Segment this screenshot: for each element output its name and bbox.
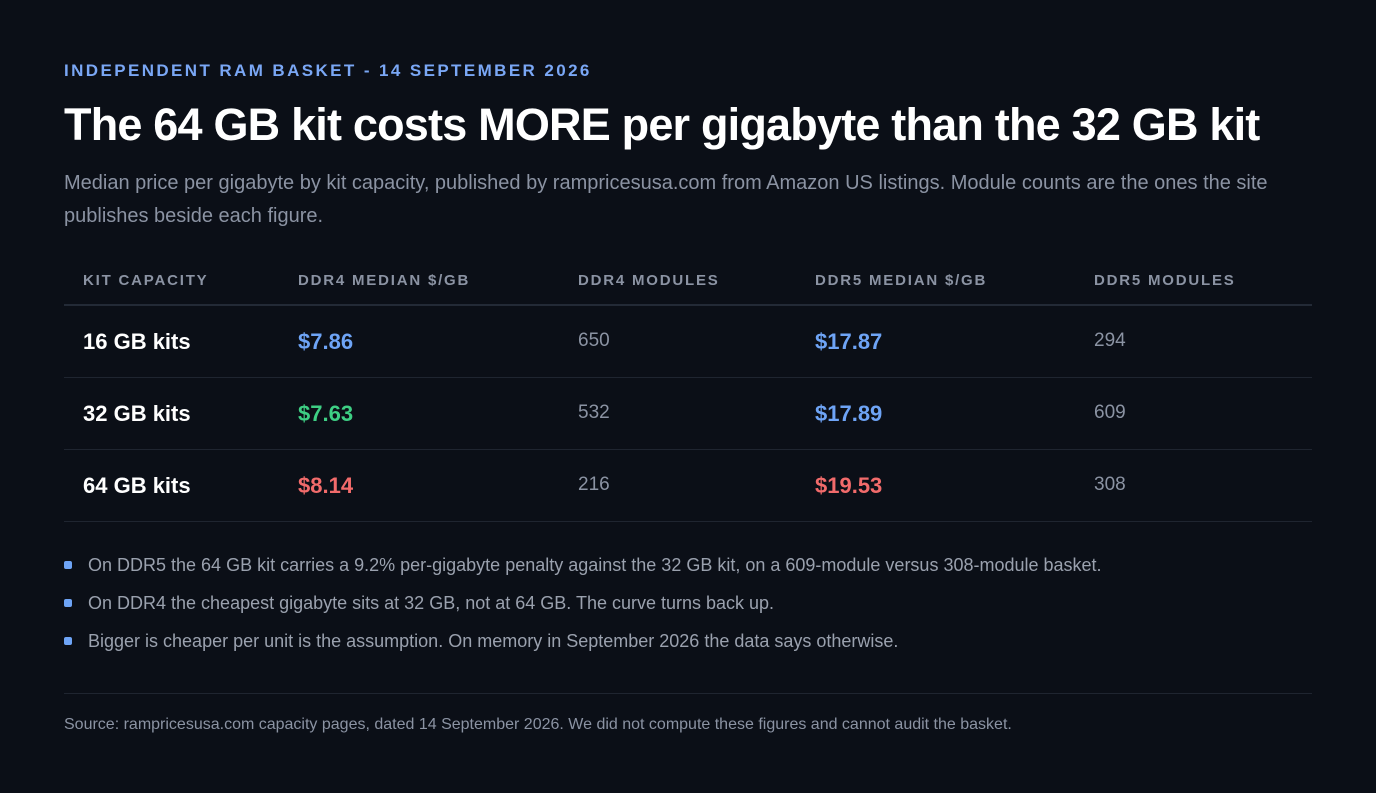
- ddr5-price-cell: $17.87: [796, 305, 1075, 378]
- square-bullet-icon: [64, 637, 72, 645]
- ddr4-modules-cell: 532: [559, 377, 796, 450]
- ddr5-price-cell: $17.89: [796, 377, 1075, 450]
- ddr4-price-cell: $7.86: [279, 305, 559, 378]
- square-bullet-icon: [64, 561, 72, 569]
- column-header-ddr5-price: DDR5 MEDIAN $/GB: [796, 256, 1075, 306]
- column-header-ddr5-modules: DDR5 MODULES: [1075, 256, 1312, 306]
- kit-capacity-cell: 16 GB kits: [64, 305, 279, 378]
- finding-item: Bigger is cheaper per unit is the assump…: [64, 626, 1102, 656]
- divider: [64, 693, 1312, 694]
- finding-text: On DDR5 the 64 GB kit carries a 9.2% per…: [88, 555, 1102, 575]
- findings-list: On DDR5 the 64 GB kit carries a 9.2% per…: [64, 550, 1102, 664]
- table-header-row: KIT CAPACITY DDR4 MEDIAN $/GB DDR4 MODUL…: [64, 256, 1312, 306]
- source-note: Source: rampricesusa.com capacity pages,…: [64, 716, 1012, 733]
- ddr5-modules-cell: 308: [1075, 449, 1312, 522]
- finding-text: On DDR4 the cheapest gigabyte sits at 32…: [88, 593, 775, 613]
- ddr4-price-cell: $8.14: [279, 449, 559, 522]
- kit-capacity-cell: 32 GB kits: [64, 377, 279, 450]
- square-bullet-icon: [64, 599, 72, 607]
- finding-text: Bigger is cheaper per unit is the assump…: [88, 631, 899, 651]
- kit-capacity-cell: 64 GB kits: [64, 449, 279, 522]
- ddr5-modules-cell: 609: [1075, 377, 1312, 450]
- column-header-kit-capacity: KIT CAPACITY: [64, 256, 279, 306]
- ddr4-modules-cell: 216: [559, 449, 796, 522]
- eyebrow-label: INDEPENDENT RAM BASKET - 14 SEPTEMBER 20…: [64, 61, 592, 80]
- column-header-ddr4-price: DDR4 MEDIAN $/GB: [279, 256, 559, 306]
- price-table: KIT CAPACITY DDR4 MEDIAN $/GB DDR4 MODUL…: [64, 256, 1312, 522]
- table-row: 16 GB kits $7.86 650 $17.87 294: [64, 305, 1312, 378]
- ddr5-price-cell: $19.53: [796, 449, 1075, 522]
- ddr4-price-cell: $7.63: [279, 377, 559, 450]
- finding-item: On DDR4 the cheapest gigabyte sits at 32…: [64, 588, 1102, 618]
- page-subtitle: Median price per gigabyte by kit capacit…: [64, 172, 1268, 227]
- column-header-ddr4-modules: DDR4 MODULES: [559, 256, 796, 306]
- ddr4-modules-cell: 650: [559, 305, 796, 378]
- finding-item: On DDR5 the 64 GB kit carries a 9.2% per…: [64, 550, 1102, 580]
- table-row: 64 GB kits $8.14 216 $19.53 308: [64, 449, 1312, 522]
- ddr5-modules-cell: 294: [1075, 305, 1312, 378]
- page-title: The 64 GB kit costs MORE per gigabyte th…: [64, 99, 1260, 150]
- table-row: 32 GB kits $7.63 532 $17.89 609: [64, 377, 1312, 450]
